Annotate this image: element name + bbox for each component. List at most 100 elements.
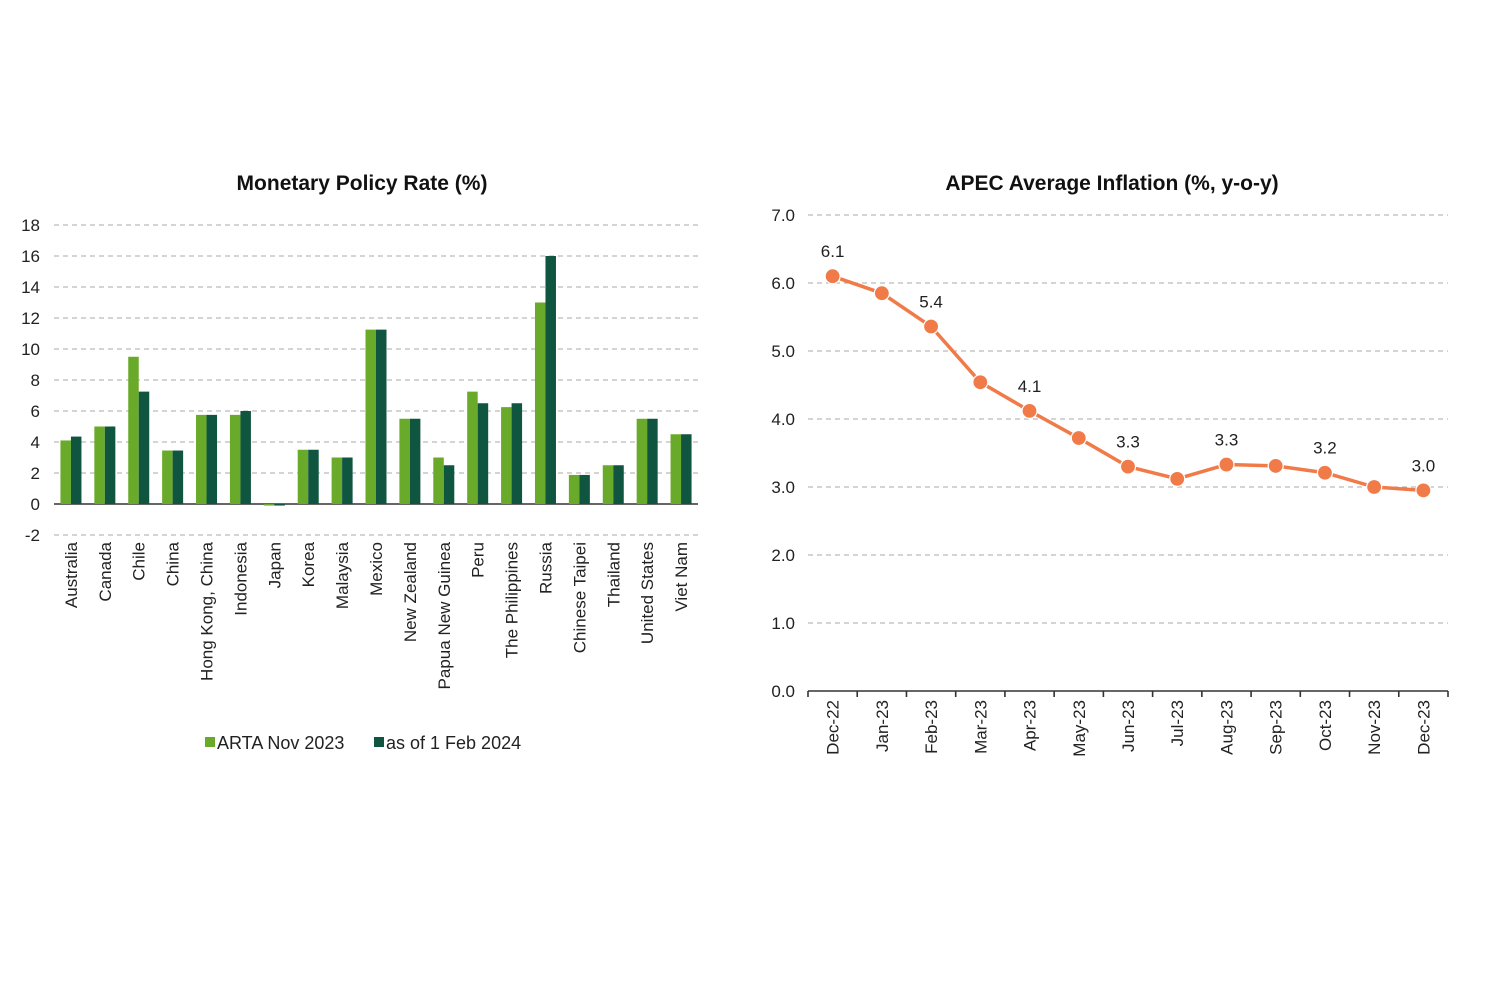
bar-papua-new-guinea-feb-2024 <box>443 465 455 504</box>
y-tick-label: 8 <box>31 371 40 390</box>
x-tick-label-malaysia: Malaysia <box>333 541 352 609</box>
y-tick-label: 14 <box>21 278 40 297</box>
y-tick-label: 7.0 <box>771 206 795 225</box>
bar-hong-kong-china-arta-nov-2023 <box>196 414 207 504</box>
y-tick-label: 2 <box>31 464 40 483</box>
bar-the-philippines-arta-nov-2023 <box>501 407 512 504</box>
y-tick-label: 6.0 <box>771 274 795 293</box>
bar-thailand-feb-2024 <box>613 465 624 504</box>
point-dec-23 <box>1415 482 1432 499</box>
data-label-aug-23: 3.3 <box>1215 431 1239 450</box>
x-tick-label-russia: Russia <box>536 541 555 594</box>
x-tick-label-korea: Korea <box>299 541 318 587</box>
x-tick-label-united-states: United States <box>638 542 657 644</box>
bar-korea-feb-2024 <box>308 449 319 504</box>
x-tick-label-dec-23: Dec-23 <box>1414 700 1433 755</box>
x-tick-label-australia: Australia <box>62 541 81 608</box>
bar-canada-arta-nov-2023 <box>94 426 105 504</box>
chart-title: APEC Average Inflation (%, y-o-y) <box>945 172 1278 195</box>
y-tick-label: 1.0 <box>771 614 795 633</box>
bar-peru-arta-nov-2023 <box>467 391 478 504</box>
bar-mexico-arta-nov-2023 <box>365 329 376 504</box>
legend-swatch-arta-nov-2023 <box>205 737 215 747</box>
x-tick-label-canada: Canada <box>96 541 115 601</box>
chart-title: Monetary Policy Rate (%) <box>237 172 488 195</box>
bar-the-philippines-feb-2024 <box>511 403 523 504</box>
y-tick-label: 2.0 <box>771 546 795 565</box>
bar-russia-feb-2024 <box>545 256 556 504</box>
bar-australia-arta-nov-2023 <box>60 440 71 504</box>
legend-label-feb-2024: as of 1 Feb 2024 <box>386 733 521 753</box>
point-apr-23 <box>1021 402 1038 419</box>
x-tick-label-mexico: Mexico <box>367 542 386 596</box>
bar-malaysia-feb-2024 <box>342 457 353 504</box>
x-tick-label-dec-22: Dec-22 <box>824 700 843 755</box>
bar-chile-arta-nov-2023 <box>128 356 139 504</box>
bar-russia-arta-nov-2023 <box>534 302 546 504</box>
bar-chinese-taipei-arta-nov-2023 <box>568 474 580 504</box>
x-tick-label-japan: Japan <box>265 542 284 588</box>
bar-japan-arta-nov-2023 <box>263 504 275 506</box>
bar-thailand-arta-nov-2023 <box>602 465 614 504</box>
bar-viet-nam-arta-nov-2023 <box>670 434 682 504</box>
data-label-jun-23: 3.3 <box>1116 433 1140 452</box>
bar-mexico-feb-2024 <box>376 329 387 504</box>
x-tick-label-jun-23: Jun-23 <box>1119 700 1138 752</box>
bar-new-zealand-arta-nov-2023 <box>399 418 410 504</box>
y-tick-label: 0 <box>31 495 40 514</box>
bar-united-states-arta-nov-2023 <box>636 418 648 504</box>
data-label-oct-23: 3.2 <box>1313 439 1337 458</box>
point-may-23 <box>1070 429 1087 447</box>
x-tick-label-hong-kong-china: Hong Kong, China <box>198 541 217 680</box>
bar-japan-feb-2024 <box>274 504 285 506</box>
x-tick-label-mar-23: Mar-23 <box>971 700 990 754</box>
y-tick-label: 6 <box>31 402 40 421</box>
bar-malaysia-arta-nov-2023 <box>331 457 343 504</box>
point-oct-23 <box>1316 464 1334 481</box>
bar-peru-feb-2024 <box>477 403 489 504</box>
point-feb-23 <box>922 318 940 335</box>
y-tick-label: 0.0 <box>771 682 795 701</box>
bar-canada-feb-2024 <box>104 426 116 504</box>
data-label-apr-23: 4.1 <box>1018 377 1042 396</box>
bar-chinese-taipei-feb-2024 <box>579 474 590 504</box>
x-tick-label-jan-23: Jan-23 <box>873 700 892 752</box>
x-tick-label-viet-nam: Viet Nam <box>672 542 691 612</box>
bar-chart-svg: Monetary Policy Rate (%) 18 16 14 12 10 8 6 4 2 0… <box>21 172 698 753</box>
bar-indonesia-feb-2024 <box>240 411 251 504</box>
monetary-policy-rate-chart: Monetary Policy Rate (%) 18 16 14 12 10 8 6 4 2 0… <box>0 0 740 1002</box>
point-dec-22 <box>824 268 841 285</box>
bar-australia-feb-2024 <box>70 436 82 504</box>
point-jul-23 <box>1169 470 1186 487</box>
point-sep-23 <box>1267 457 1284 475</box>
y-tick-label: 3.0 <box>771 478 795 497</box>
apec-inflation-chart: APEC Average Inflation (%, y-o-y) 7.0 6.0… <box>740 0 1500 1002</box>
bar-hong-kong-china-feb-2024 <box>206 414 218 504</box>
legend-label-arta-nov-2023: ARTA Nov 2023 <box>217 733 344 753</box>
bar-new-zealand-feb-2024 <box>409 418 421 504</box>
point-nov-23 <box>1366 478 1383 496</box>
y-tick-label: 18 <box>21 216 40 235</box>
data-label-dec-23: 3.0 <box>1412 456 1436 475</box>
y-tick-label: 4 <box>31 433 40 452</box>
bar-viet-nam-feb-2024 <box>681 434 692 504</box>
bar-korea-arta-nov-2023 <box>297 449 309 504</box>
bar-china-arta-nov-2023 <box>162 450 173 504</box>
y-tick-label: 12 <box>21 309 40 328</box>
x-tick-label-indonesia: Indonesia <box>231 541 250 615</box>
point-jan-23 <box>873 285 890 302</box>
x-tick-label-apr-23: Apr-23 <box>1021 700 1040 751</box>
x-tick-label-chinese-taipei: Chinese Taipei <box>570 542 589 653</box>
x-tick-label-sep-23: Sep-23 <box>1267 700 1286 755</box>
y-tick-label: -2 <box>25 526 40 545</box>
x-tick-label-may-23: May-23 <box>1070 700 1089 757</box>
data-label-dec-22: 6.1 <box>821 242 845 261</box>
x-tick-label-the-philippines: The Philippines <box>503 542 522 658</box>
bar-papua-new-guinea-arta-nov-2023 <box>433 457 444 504</box>
x-tick-label-jul-23: Jul-23 <box>1168 700 1187 746</box>
point-mar-23 <box>972 374 989 391</box>
point-jun-23 <box>1119 458 1137 475</box>
x-tick-label-peru: Peru <box>469 542 488 578</box>
x-tick-label-papua-new-guinea: Papua New Guinea <box>435 541 454 689</box>
data-label-feb-23: 5.4 <box>919 293 943 312</box>
